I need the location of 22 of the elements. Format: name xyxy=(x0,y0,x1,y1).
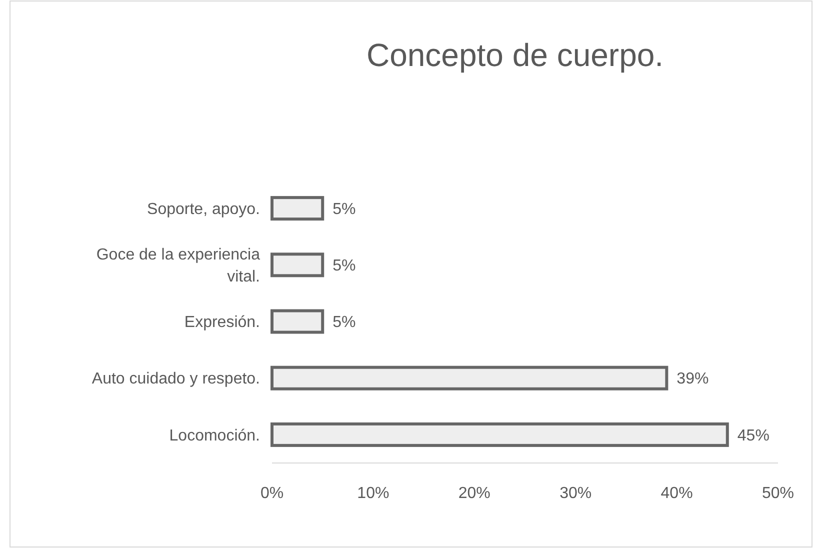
data-label: 39% xyxy=(676,370,709,388)
x-tick-label: 0% xyxy=(260,485,284,502)
data-label: 5% xyxy=(332,314,356,332)
y-tick-label: Soporte, apoyo. xyxy=(147,200,260,218)
x-tick-label: 20% xyxy=(458,485,490,502)
x-tick-label: 40% xyxy=(660,485,693,502)
y-tick-label: Locomoción. xyxy=(169,427,260,444)
bar xyxy=(270,309,324,334)
data-label: 5% xyxy=(332,258,356,274)
bar xyxy=(270,252,324,278)
bar xyxy=(270,422,729,447)
y-tick-label: Auto cuidado y respeto. xyxy=(92,370,260,388)
chart-title: Concepto de cuerpo. xyxy=(366,37,664,73)
x-tick-label: 50% xyxy=(762,485,794,502)
y-tick-label: Expresión. xyxy=(184,314,260,332)
data-label: 5% xyxy=(332,200,356,218)
bar xyxy=(270,366,668,390)
bar xyxy=(270,196,324,221)
y-tick-label: Goce de la experiencia vital. xyxy=(96,246,260,286)
data-label: 45% xyxy=(737,427,770,444)
x-tick-label: 10% xyxy=(357,485,390,502)
x-tick-label: 30% xyxy=(560,485,592,502)
